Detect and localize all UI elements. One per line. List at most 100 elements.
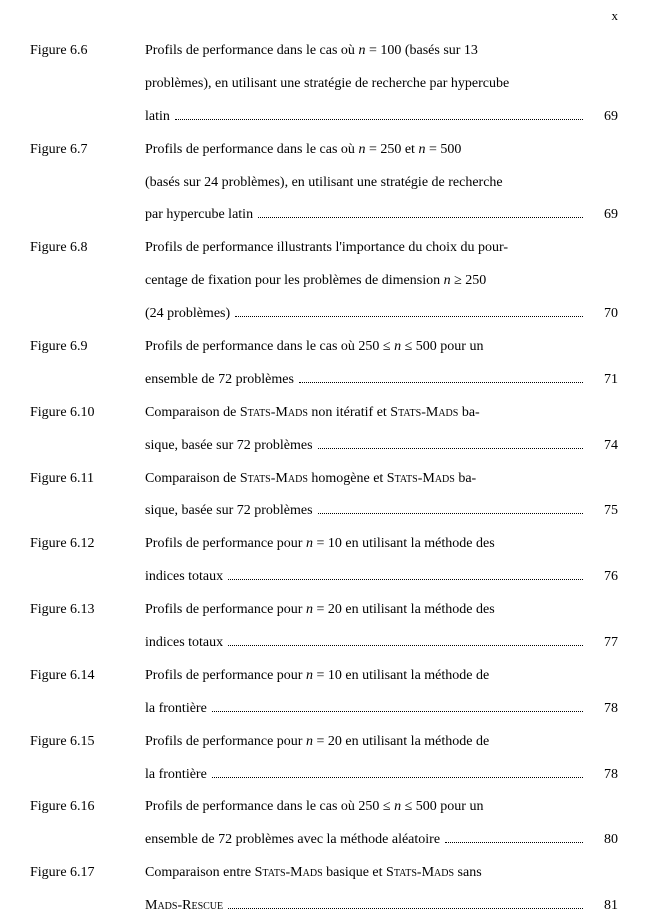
- figure-description-line: Profils de performance pour n = 10 en ut…: [145, 660, 618, 693]
- figure-body: Profils de performance dans le cas où n …: [145, 134, 618, 233]
- leader-dots: [235, 305, 583, 318]
- figure-description-line: Profils de performance pour n = 20 en ut…: [145, 726, 618, 759]
- figure-entry: Figure 6.10Comparaison de Stats-Mads non…: [30, 397, 618, 463]
- figure-last-line: la frontière 78: [145, 693, 618, 726]
- figure-last-line: par hypercube latin69: [145, 199, 618, 232]
- figure-last-line: ensemble de 72 problèmes 71: [145, 364, 618, 397]
- figure-body: Profils de performance dans le cas où 25…: [145, 791, 618, 857]
- figure-last-line: indices totaux 76: [145, 561, 618, 594]
- leader-dots: [228, 568, 583, 581]
- figure-last-line: (24 problèmes) 70: [145, 298, 618, 331]
- figure-entry: Figure 6.13Profils de performance pour n…: [30, 594, 618, 660]
- figure-body: Profils de performance pour n = 10 en ut…: [145, 660, 618, 726]
- figure-page-number: 78: [588, 693, 618, 726]
- figure-entry: Figure 6.6Profils de performance dans le…: [30, 35, 618, 134]
- figure-description-line: Profils de performance pour n = 10 en ut…: [145, 528, 618, 561]
- figure-last-text: Mads-Rescue: [145, 890, 223, 923]
- figure-body: Comparaison de Stats-Mads homogène et St…: [145, 463, 618, 529]
- figure-entry: Figure 6.8Profils de performance illustr…: [30, 232, 618, 331]
- figure-entry: Figure 6.11Comparaison de Stats-Mads hom…: [30, 463, 618, 529]
- leader-dots: [299, 370, 583, 383]
- leader-dots: [445, 831, 583, 844]
- figure-description-line: Profils de performance dans le cas où 25…: [145, 791, 618, 824]
- figure-description-line: Profils de performance dans le cas où 25…: [145, 331, 618, 364]
- figure-page-number: 78: [588, 759, 618, 792]
- figure-page-number: 75: [588, 495, 618, 528]
- leader-dots: [228, 633, 583, 646]
- figure-label: Figure 6.15: [30, 726, 145, 792]
- figure-last-line: Mads-Rescue 81: [145, 890, 618, 923]
- page-marker: x: [612, 8, 619, 24]
- figure-page-number: 76: [588, 561, 618, 594]
- leader-dots: [175, 107, 583, 120]
- figure-label: Figure 6.17: [30, 857, 145, 923]
- figure-description-line: Profils de performance dans le cas où n …: [145, 134, 618, 167]
- figure-page-number: 81: [588, 890, 618, 923]
- figure-body: Profils de performance dans le cas où n …: [145, 35, 618, 134]
- figure-description-line: centage de fixation pour les problèmes d…: [145, 265, 618, 298]
- list-of-figures: Figure 6.6Profils de performance dans le…: [30, 35, 618, 923]
- figure-last-text: ensemble de 72 problèmes: [145, 364, 294, 397]
- figure-body: Profils de performance pour n = 20 en ut…: [145, 726, 618, 792]
- figure-page-number: 77: [588, 627, 618, 660]
- figure-entry: Figure 6.16Profils de performance dans l…: [30, 791, 618, 857]
- leader-dots: [212, 699, 583, 712]
- figure-description-line: problèmes), en utilisant une stratégie d…: [145, 68, 618, 101]
- figure-label: Figure 6.8: [30, 232, 145, 331]
- leader-dots: [228, 897, 583, 910]
- figure-body: Profils de performance illustrants l'imp…: [145, 232, 618, 331]
- figure-page-number: 74: [588, 430, 618, 463]
- figure-label: Figure 6.12: [30, 528, 145, 594]
- figure-last-text: indices totaux: [145, 561, 223, 594]
- figure-entry: Figure 6.14Profils de performance pour n…: [30, 660, 618, 726]
- figure-label: Figure 6.14: [30, 660, 145, 726]
- figure-entry: Figure 6.12Profils de performance pour n…: [30, 528, 618, 594]
- figure-label: Figure 6.11: [30, 463, 145, 529]
- figure-description-line: Profils de performance dans le cas où n …: [145, 35, 618, 68]
- figure-last-text: (24 problèmes): [145, 298, 230, 331]
- figure-label: Figure 6.9: [30, 331, 145, 397]
- figure-description-line: Profils de performance illustrants l'imp…: [145, 232, 618, 265]
- figure-label: Figure 6.6: [30, 35, 145, 134]
- figure-body: Profils de performance pour n = 10 en ut…: [145, 528, 618, 594]
- figure-entry: Figure 6.15Profils de performance pour n…: [30, 726, 618, 792]
- figure-last-line: sique, basée sur 72 problèmes 74: [145, 430, 618, 463]
- figure-last-line: ensemble de 72 problèmes avec la méthode…: [145, 824, 618, 857]
- figure-last-line: la frontière 78: [145, 759, 618, 792]
- figure-description-line: Comparaison entre Stats-Mads basique et …: [145, 857, 618, 890]
- figure-entry: Figure 6.9Profils de performance dans le…: [30, 331, 618, 397]
- figure-page-number: 69: [588, 199, 618, 232]
- figure-entry: Figure 6.17Comparaison entre Stats-Mads …: [30, 857, 618, 923]
- leader-dots: [212, 765, 583, 778]
- figure-description-line: Comparaison de Stats-Mads non itératif e…: [145, 397, 618, 430]
- figure-entry: Figure 6.7Profils de performance dans le…: [30, 134, 618, 233]
- figure-last-text: sique, basée sur 72 problèmes: [145, 495, 313, 528]
- figure-page-number: 80: [588, 824, 618, 857]
- figure-body: Comparaison de Stats-Mads non itératif e…: [145, 397, 618, 463]
- figure-body: Comparaison entre Stats-Mads basique et …: [145, 857, 618, 923]
- figure-description-line: Comparaison de Stats-Mads homogène et St…: [145, 463, 618, 496]
- leader-dots: [318, 436, 583, 449]
- figure-body: Profils de performance pour n = 20 en ut…: [145, 594, 618, 660]
- figure-label: Figure 6.7: [30, 134, 145, 233]
- figure-page-number: 70: [588, 298, 618, 331]
- figure-last-text: ensemble de 72 problèmes avec la méthode…: [145, 824, 440, 857]
- leader-dots: [318, 502, 583, 515]
- figure-label: Figure 6.13: [30, 594, 145, 660]
- figure-last-line: indices totaux 77: [145, 627, 618, 660]
- figure-last-text: latin: [145, 101, 170, 134]
- figure-page-number: 69: [588, 101, 618, 134]
- figure-label: Figure 6.16: [30, 791, 145, 857]
- figure-last-line: latin 69: [145, 101, 618, 134]
- figure-body: Profils de performance dans le cas où 25…: [145, 331, 618, 397]
- figure-last-text: la frontière: [145, 759, 207, 792]
- figure-last-text: indices totaux: [145, 627, 223, 660]
- figure-description-line: Profils de performance pour n = 20 en ut…: [145, 594, 618, 627]
- leader-dots: [258, 206, 583, 219]
- figure-last-line: sique, basée sur 72 problèmes 75: [145, 495, 618, 528]
- figure-last-text: sique, basée sur 72 problèmes: [145, 430, 313, 463]
- figure-page-number: 71: [588, 364, 618, 397]
- figure-last-text: la frontière: [145, 693, 207, 726]
- figure-description-line: (basés sur 24 problèmes), en utilisant u…: [145, 167, 618, 200]
- figure-label: Figure 6.10: [30, 397, 145, 463]
